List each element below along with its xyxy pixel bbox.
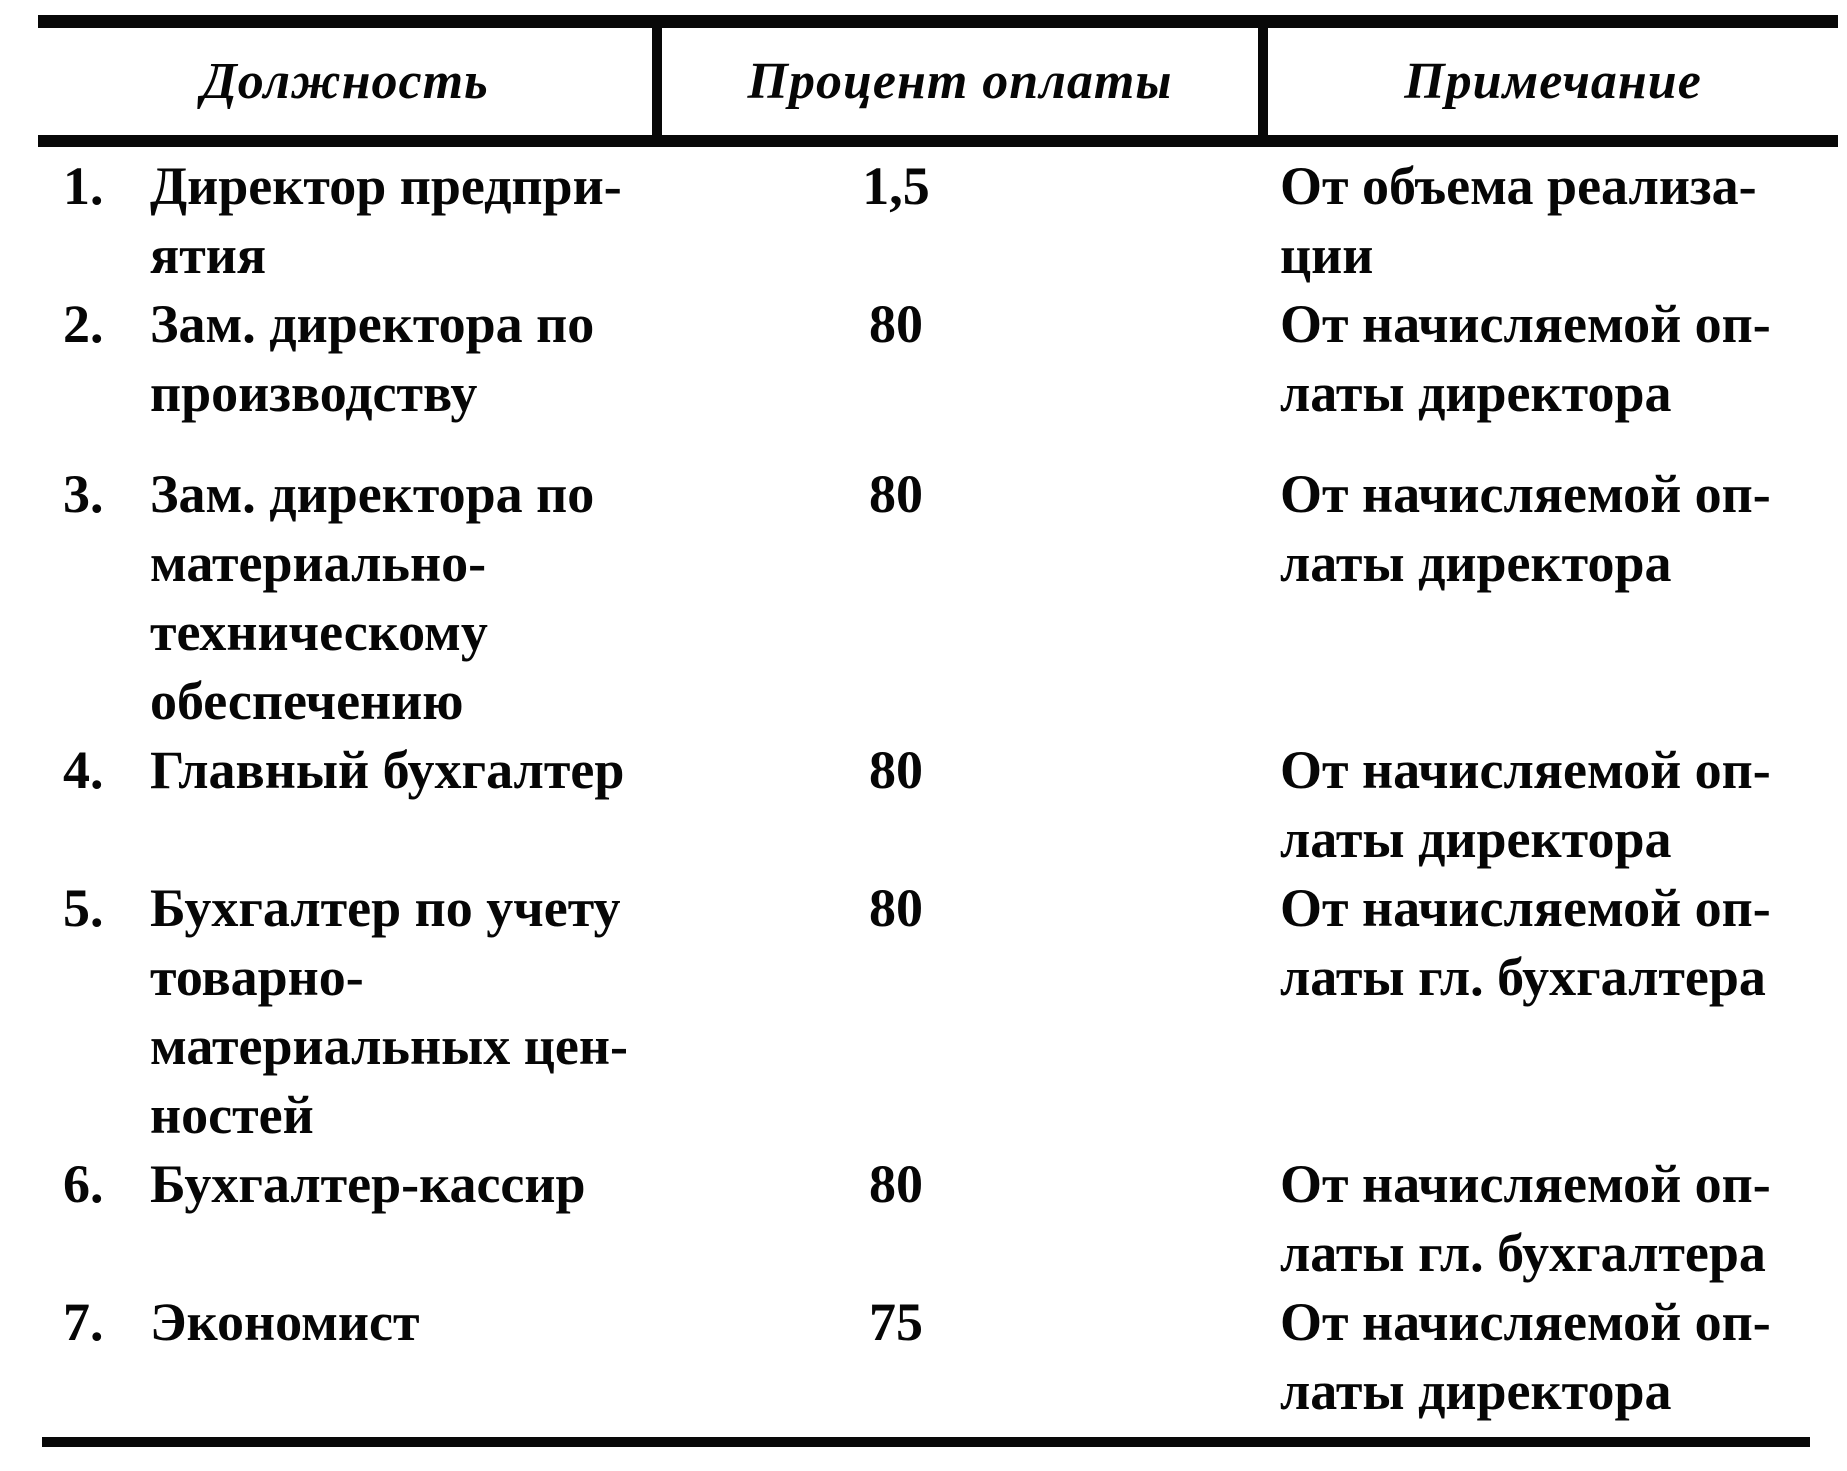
position-cell: Зам. директора по производству: [150, 294, 595, 423]
row-number-cell: 1.: [63, 156, 104, 216]
percent-cell: 80: [869, 294, 923, 354]
table-header-row: Должность Процент оплаты Примечание: [0, 27, 1847, 135]
note-cell: От начисляемой оп- латы директора: [1280, 740, 1771, 869]
position-cell: Главный бухгалтер: [150, 740, 625, 800]
column-separator-1: [652, 15, 662, 147]
position-cell: Бухгалтер-кассир: [150, 1154, 586, 1214]
percent-cell: 1,5: [862, 156, 930, 216]
position-cell: Директор предпри- ятия: [150, 156, 622, 285]
note-cell: От начисляемой оп- латы директора: [1280, 464, 1771, 593]
position-cell: Экономист: [150, 1292, 420, 1352]
table-row: 7. Экономист 75 От начисляемой оп- латы …: [0, 1288, 1847, 1426]
note-cell: От начисляемой оп- латы директора: [1280, 1292, 1771, 1421]
note-cell: От объема реализа- ции: [1280, 156, 1757, 285]
table-row: 6. Бухгалтер-кассир 80 От начисляемой оп…: [0, 1150, 1847, 1288]
table-top-rule: [38, 15, 1838, 28]
column-separator-2: [1258, 15, 1268, 147]
table-row: 4. Главный бухгалтер 80 От начисляемой о…: [0, 736, 1847, 874]
position-cell: Бухгалтер по учету товарно- материальных…: [150, 878, 628, 1145]
note-cell: От начисляемой оп- латы директора: [1280, 294, 1771, 423]
row-number-cell: 4.: [63, 740, 104, 800]
row-number-cell: 6.: [63, 1154, 104, 1214]
row-number-cell: 5.: [63, 878, 104, 938]
percent-cell: 80: [869, 740, 923, 800]
note-cell: От начисляемой оп- латы гл. бухгалтера: [1280, 878, 1771, 1007]
column-header-position: Должность: [201, 52, 489, 110]
note-cell: От начисляемой оп- латы гл. бухгалтера: [1280, 1154, 1771, 1283]
table-row: 3. Зам. директора по материально- технич…: [0, 460, 1847, 736]
column-header-percent: Процент оплаты: [747, 52, 1173, 110]
table-row: 5. Бухгалтер по учету товарно- материаль…: [0, 874, 1847, 1150]
percent-cell: 80: [869, 878, 923, 938]
table-header-rule: [38, 135, 1838, 147]
column-header-note: Примечание: [1404, 52, 1702, 110]
row-number-cell: 3.: [63, 464, 104, 524]
percent-cell: 80: [869, 1154, 923, 1214]
row-number-cell: 7.: [63, 1292, 104, 1352]
table-body: 1. Директор предпри- ятия 1,5 От объема …: [0, 152, 1847, 1426]
row-number-cell: 2.: [63, 294, 104, 354]
percent-cell: 80: [869, 464, 923, 524]
position-cell: Зам. директора по материально- техническ…: [150, 464, 595, 731]
percent-cell: 75: [869, 1292, 923, 1352]
table-bottom-rule: [42, 1437, 1810, 1447]
table-row: 2. Зам. директора по производству 80 От …: [0, 290, 1847, 428]
table-row: 1. Директор предпри- ятия 1,5 От объема …: [0, 152, 1847, 290]
